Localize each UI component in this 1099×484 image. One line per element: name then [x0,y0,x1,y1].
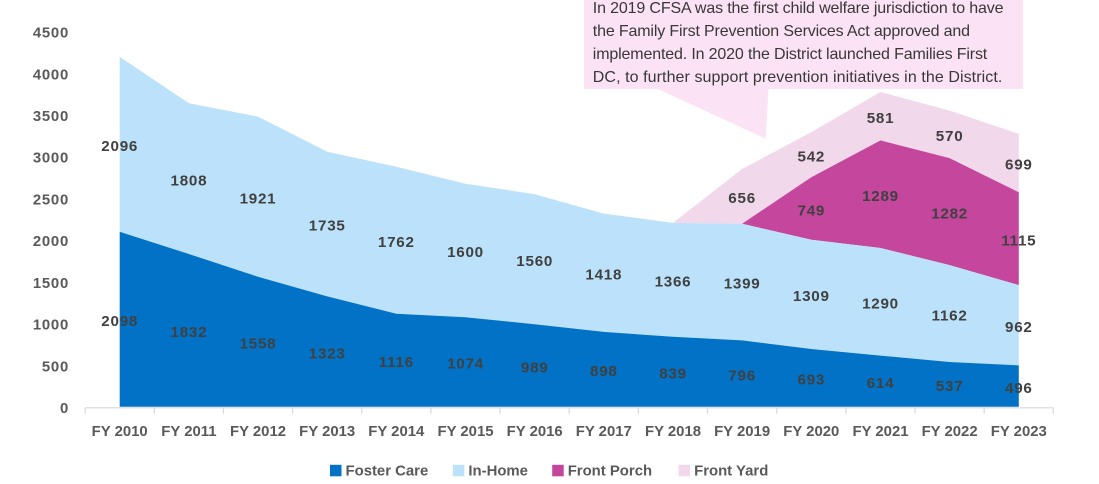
svg-text:1921: 1921 [240,190,277,207]
svg-text:2098: 2098 [101,313,138,330]
svg-text:2500: 2500 [33,192,69,208]
svg-text:1162: 1162 [932,307,968,324]
svg-text:FY 2019: FY 2019 [714,424,770,440]
svg-text:1500: 1500 [33,276,69,292]
svg-text:FY 2013: FY 2013 [299,424,355,440]
svg-text:898: 898 [590,363,618,380]
svg-text:4500: 4500 [33,26,69,42]
svg-text:1116: 1116 [379,354,414,371]
svg-text:1808: 1808 [171,172,208,189]
svg-text:581: 581 [867,110,895,127]
svg-text:749: 749 [798,202,826,219]
svg-text:In-Home: In-Home [468,464,528,480]
svg-text:FY 2016: FY 2016 [507,424,563,440]
svg-text:FY 2012: FY 2012 [230,424,286,440]
svg-text:962: 962 [1005,319,1033,336]
svg-text:2096: 2096 [101,138,138,155]
svg-text:3500: 3500 [33,109,69,125]
svg-text:Front Yard: Front Yard [694,464,768,480]
svg-text:2000: 2000 [33,234,69,250]
svg-text:1366: 1366 [655,274,692,291]
svg-text:FY 2010: FY 2010 [92,424,148,440]
svg-text:496: 496 [1005,380,1033,397]
svg-text:Front Porch: Front Porch [568,464,652,480]
svg-text:796: 796 [728,367,756,384]
svg-text:FY 2017: FY 2017 [576,424,632,440]
svg-text:989: 989 [521,359,549,376]
svg-text:FY 2018: FY 2018 [645,424,701,440]
svg-text:1309: 1309 [793,288,830,305]
svg-text:1735: 1735 [309,218,346,235]
svg-text:1560: 1560 [516,253,553,270]
svg-text:542: 542 [798,148,826,165]
svg-text:839: 839 [659,366,687,383]
svg-text:614: 614 [867,375,895,392]
svg-text:1282: 1282 [931,205,968,222]
svg-text:FY 2020: FY 2020 [783,424,839,440]
svg-text:0: 0 [60,401,69,417]
svg-text:4000: 4000 [33,67,69,83]
svg-text:1000: 1000 [33,318,69,334]
svg-text:1289: 1289 [862,188,899,205]
svg-text:1762: 1762 [378,234,415,251]
svg-text:1115: 1115 [1001,232,1036,249]
svg-text:1290: 1290 [862,296,899,313]
svg-text:FY 2021: FY 2021 [852,424,908,440]
svg-text:FY 2015: FY 2015 [437,424,493,440]
svg-text:570: 570 [936,128,964,145]
svg-text:1418: 1418 [585,266,622,283]
svg-text:1832: 1832 [171,324,208,341]
svg-text:1399: 1399 [724,276,761,293]
svg-text:3000: 3000 [33,151,69,167]
svg-text:1600: 1600 [447,244,484,261]
svg-text:699: 699 [1005,157,1033,174]
svg-text:1323: 1323 [309,345,346,362]
svg-text:656: 656 [728,190,756,207]
svg-text:FY 2022: FY 2022 [922,424,978,440]
svg-text:FY 2023: FY 2023 [991,424,1047,440]
svg-text:537: 537 [936,378,964,395]
svg-text:FY 2014: FY 2014 [368,424,425,440]
svg-text:Foster Care: Foster Care [346,464,429,480]
svg-text:FY 2011: FY 2011 [161,424,216,440]
svg-text:500: 500 [42,359,69,375]
svg-text:1558: 1558 [240,336,277,353]
svg-text:1074: 1074 [447,356,484,373]
svg-text:693: 693 [798,372,826,389]
